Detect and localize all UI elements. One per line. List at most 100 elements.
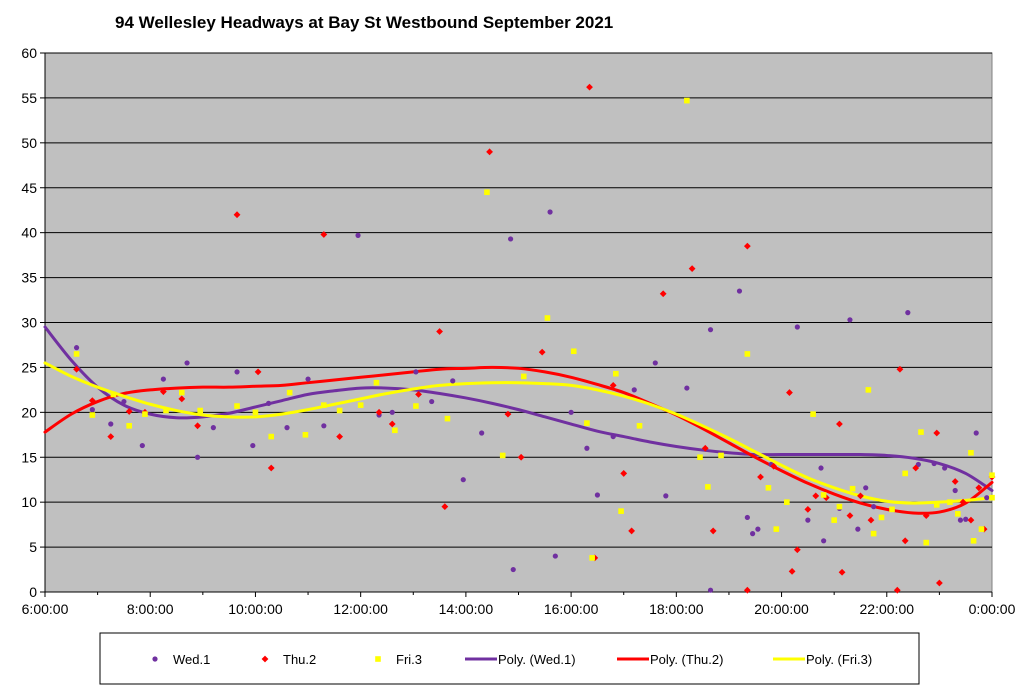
point-fri-3 [933,502,940,508]
y-tick-label: 60 [21,45,37,61]
point-fri-3 [889,506,895,513]
point-thu-2 [486,148,493,156]
legend-label: Poly. (Wed.1) [498,652,576,667]
point-wed-1 [210,425,216,431]
point-wed-1 [855,526,861,532]
point-thu-2 [659,290,667,298]
point-thu-2 [336,433,344,440]
y-tick-label: 40 [21,225,37,241]
point-fri-3 [373,379,380,386]
point-thu-2 [441,503,449,511]
point-thu-2 [609,381,617,389]
point-fri-3 [836,503,843,510]
point-fri-3 [618,508,624,514]
point-fri-3 [73,351,80,357]
point-fri-3 [989,494,995,501]
point-wed-1 [413,369,419,375]
point-wed-1 [594,492,601,498]
point-wed-1 [284,425,290,431]
point-fri-3 [499,452,506,459]
point-fri-3 [773,526,780,532]
point-fri-3 [918,429,924,435]
point-wed-1 [931,460,937,467]
y-tick-label: 35 [21,270,37,286]
point-thu-2 [388,420,396,428]
y-axis-tick-labels: 0 5 10 15 20 25 30 35 40 45 50 55 60 [21,45,37,600]
point-fri-3 [902,470,908,477]
point-thu-2 [846,512,854,520]
point-thu-2 [709,527,717,535]
point-thu-2 [701,444,709,452]
point-thu-2 [770,462,778,470]
legend-item-poly-wed-1: Poly. (Wed.1) [465,652,576,667]
point-thu-2 [922,512,930,520]
point-fri-3 [784,499,790,505]
point-thu-2 [867,516,875,524]
x-tick-label: 8:00:00 [127,601,174,617]
point-fri-3 [878,514,885,521]
point-wed-1 [684,385,690,391]
point-fri-3 [820,492,827,498]
point-fri-3 [744,351,751,357]
point-thu-2 [586,83,593,91]
point-fri-3 [392,427,398,434]
point-thu-2 [788,567,796,575]
point-thu-2 [254,368,262,376]
point-wed-1 [663,493,669,499]
x-tick-label: 22:00:00 [860,601,915,617]
point-fri-3 [978,526,985,532]
point-fri-3 [444,415,451,422]
point-wed-1 [321,423,327,429]
point-fri-3 [697,454,703,461]
point-wed-1 [508,236,514,242]
point-wed-1 [818,465,824,471]
point-thu-2 [804,505,812,513]
point-wed-1 [89,407,95,413]
chart-title: 94 Wellesley Headways at Bay St Westboun… [115,13,613,32]
point-wed-1 [108,421,114,427]
point-wed-1 [821,538,827,544]
point-wed-1 [794,324,800,330]
point-wed-1 [952,487,958,494]
point-fri-3 [968,449,974,456]
point-wed-1 [552,553,558,559]
point-wed-1 [568,409,574,415]
point-wed-1 [915,461,921,468]
point-wed-1 [73,345,80,351]
trendlines [43,325,994,515]
legend-label: Thu.2 [283,652,316,667]
point-fri-3 [718,452,724,459]
point-thu-2 [838,568,846,576]
legend: Wed.1 Thu.2 Fri.3 Poly. (Wed.1) Poly. (Thu.2… [99,632,920,685]
x-tick-label: 16:00:00 [544,601,599,617]
point-thu-2 [743,586,751,594]
x-tick-label: 14:00:00 [439,601,494,617]
point-wed-1 [305,376,311,382]
trendline-poly-fri-3 [43,361,994,505]
point-wed-1 [707,587,714,593]
legend-swatch [261,655,269,663]
point-fri-3 [286,389,293,396]
point-wed-1 [547,209,553,215]
point-wed-1 [479,430,485,436]
axes [40,52,993,597]
legend-label: Poly. (Thu.2) [650,652,723,667]
point-wed-1 [847,317,853,323]
point-fri-3 [336,407,343,414]
point-wed-1 [194,454,201,460]
point-wed-1 [755,526,761,532]
point-fri-3 [544,315,551,321]
point-fri-3 [520,373,527,380]
point-thu-2 [320,231,328,238]
point-wed-1 [584,445,590,451]
point-fri-3 [234,403,240,409]
y-tick-label: 50 [21,135,37,151]
point-fri-3 [589,555,595,561]
point-fri-3 [970,537,977,544]
series-fri-3 [73,97,995,561]
point-wed-1 [963,516,969,522]
point-wed-1 [184,360,190,366]
x-tick-label: 20:00:00 [754,601,809,617]
point-thu-2 [912,464,920,472]
